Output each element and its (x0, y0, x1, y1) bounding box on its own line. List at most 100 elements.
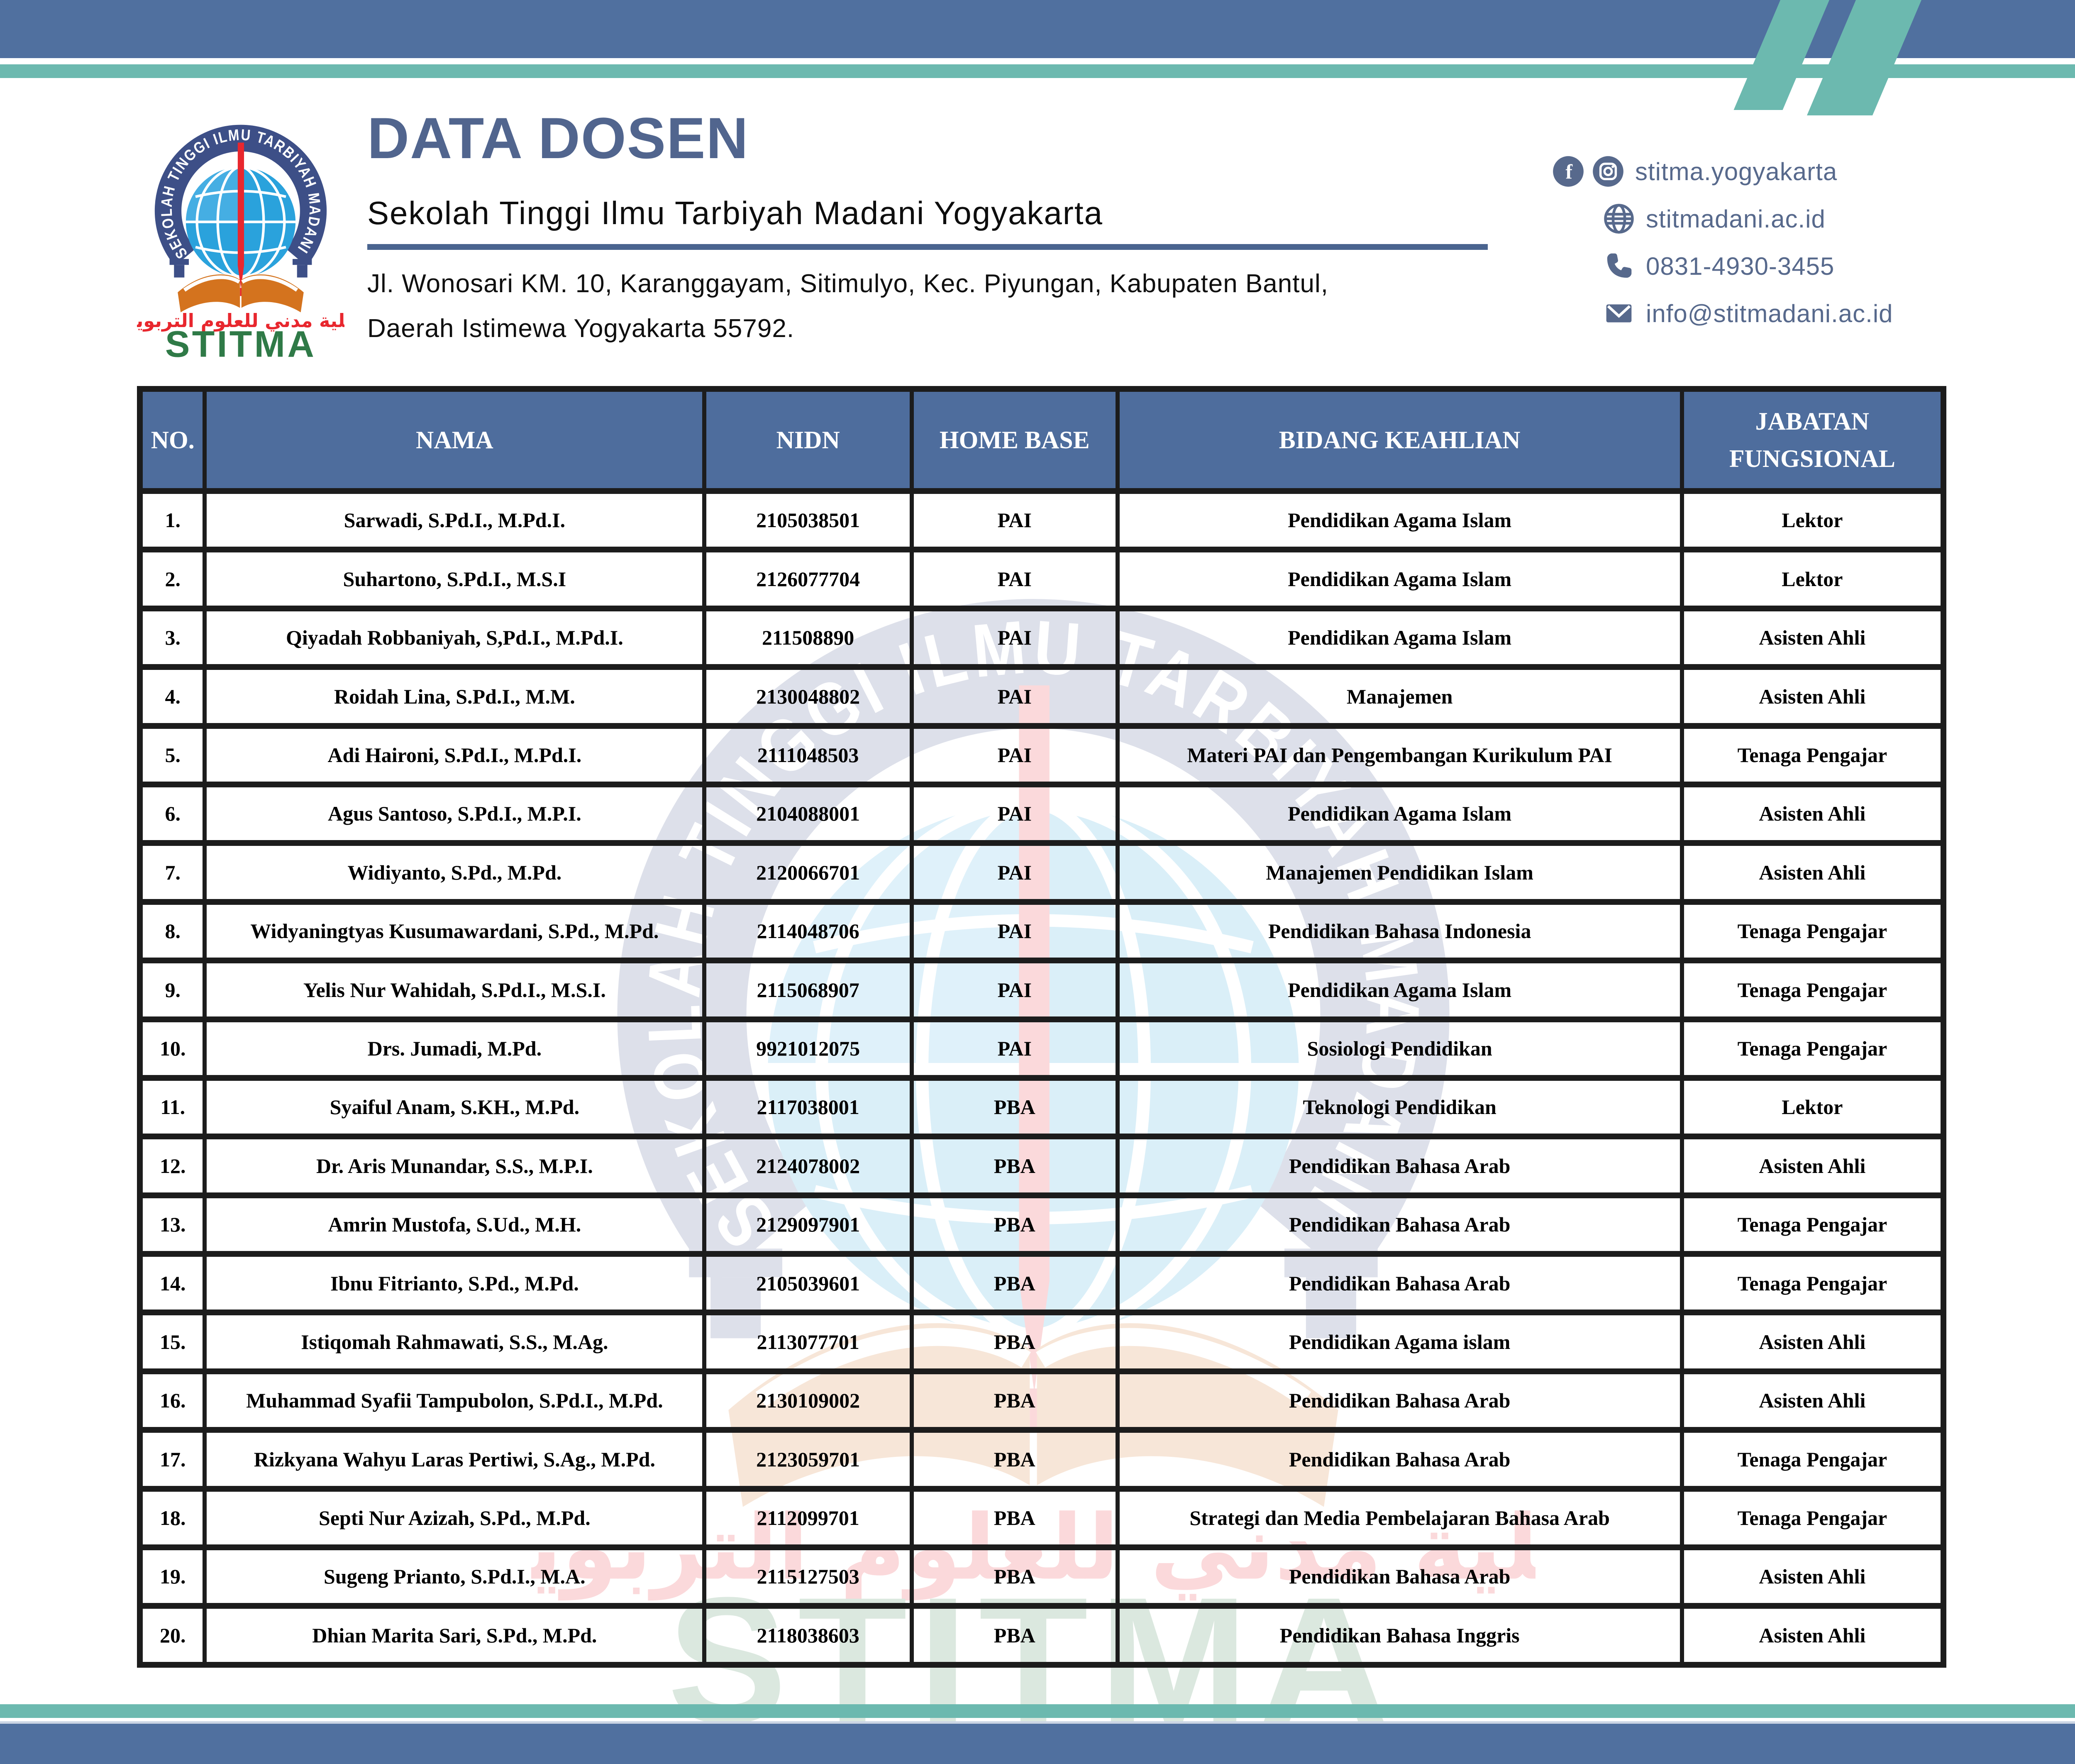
cell-jabatan-fungsional: Asisten Ahli (1680, 781, 1946, 846)
cell-nidn: 2115127503 (702, 1544, 914, 1609)
cell-jabatan-fungsional: Lektor (1680, 547, 1946, 611)
table-row: 2. Suhartono, S.Pd.I., M.S.I 2126077704 … (137, 547, 1946, 611)
table-header: NO. NAMA NIDN HOME BASE BIDANG KEAHLIAN … (137, 386, 1946, 494)
cell-nidn: 2120066701 (702, 840, 914, 905)
cell-nama: Sarwadi, S.Pd.I., M.Pd.I. (203, 488, 707, 553)
table-row: 12. Dr. Aris Munandar, S.S., M.P.I. 2124… (137, 1134, 1946, 1198)
cell-jabatan-fungsional: Asisten Ahli (1680, 1134, 1946, 1198)
table-row: 20. Dhian Marita Sari, S.Pd., M.Pd. 2118… (137, 1603, 1946, 1668)
cell-no: 1. (137, 488, 207, 553)
cell-nidn: 2129097901 (702, 1192, 914, 1257)
instagram-icon (1593, 156, 1623, 187)
cell-nidn: 2104088001 (702, 781, 914, 846)
table-row: 8. Widyaningtyas Kusumawardani, S.Pd., M… (137, 899, 1946, 964)
table-row: 6. Agus Santoso, S.Pd.I., M.P.I. 2104088… (137, 781, 1946, 846)
cell-home-base: PAI (910, 1016, 1120, 1081)
cell-nidn: 2114048706 (702, 899, 914, 964)
col-header-no: NO. (137, 386, 207, 494)
table-row: 1. Sarwadi, S.Pd.I., M.Pd.I. 2105038501 … (137, 488, 1946, 553)
cell-nidn: 2113077701 (702, 1310, 914, 1374)
table-row: 15. Istiqomah Rahmawati, S.S., M.Ag. 211… (137, 1310, 1946, 1374)
cell-home-base: PAI (910, 605, 1120, 670)
cell-nama: Istiqomah Rahmawati, S.S., M.Ag. (203, 1310, 707, 1374)
cell-jabatan-fungsional: Lektor (1680, 1075, 1946, 1140)
cell-jabatan-fungsional: Asisten Ahli (1680, 1368, 1946, 1433)
cell-nidn: 2130109002 (702, 1368, 914, 1433)
cell-no: 7. (137, 840, 207, 905)
cell-nidn: 2124078002 (702, 1134, 914, 1198)
cell-jabatan-fungsional: Asisten Ahli (1680, 1603, 1946, 1668)
mail-icon (1606, 304, 1632, 323)
cell-bidang-keahlian: Pendidikan Agama Islam (1115, 605, 1684, 670)
cell-nidn: 9921012075 (702, 1016, 914, 1081)
cell-nama: Muhammad Syafii Tampubolon, S.Pd.I., M.P… (203, 1368, 707, 1433)
cell-bidang-keahlian: Pendidikan Bahasa Arab (1115, 1192, 1684, 1257)
table-row: 16. Muhammad Syafii Tampubolon, S.Pd.I.,… (137, 1368, 1946, 1433)
phone-icon (1607, 253, 1632, 278)
cell-no: 14. (137, 1251, 207, 1316)
cell-nama: Drs. Jumadi, M.Pd. (203, 1016, 707, 1081)
cell-nama: Ibnu Fitrianto, S.Pd., M.Pd. (203, 1251, 707, 1316)
lecturer-table: NO. NAMA NIDN HOME BASE BIDANG KEAHLIAN … (137, 386, 1946, 1668)
cell-jabatan-fungsional: Asisten Ahli (1680, 1310, 1946, 1374)
table-row: 3. Qiyadah Robbaniyah, S,Pd.I., M.Pd.I. … (137, 605, 1946, 670)
cell-home-base: PBA (910, 1485, 1120, 1551)
table-row: 10. Drs. Jumadi, M.Pd. 9921012075 PAI So… (137, 1016, 1946, 1081)
cell-home-base: PAI (910, 547, 1120, 611)
cell-home-base: PAI (910, 899, 1120, 964)
cell-home-base: PBA (910, 1603, 1120, 1668)
cell-nidn: 2117038001 (702, 1075, 914, 1140)
cell-jabatan-fungsional: Tenaga Pengajar (1680, 899, 1946, 964)
table-row: 18. Septi Nur Azizah, S.Pd., M.Pd. 21120… (137, 1485, 1946, 1551)
cell-no: 16. (137, 1368, 207, 1433)
cell-nama: Suhartono, S.Pd.I., M.S.I (203, 547, 707, 611)
table-row: 19. Sugeng Prianto, S.Pd.I., M.A. 211512… (137, 1544, 1946, 1609)
bottom-blue-bar (0, 1724, 2075, 1764)
col-header-nidn: NIDN (702, 386, 914, 494)
col-header-nama: NAMA (203, 386, 707, 494)
address-line-1: Jl. Wonosari KM. 10, Karanggayam, Sitimu… (367, 269, 1328, 298)
cell-nama: Qiyadah Robbaniyah, S,Pd.I., M.Pd.I. (203, 605, 707, 670)
cell-nama: Amrin Mustofa, S.Ud., M.H. (203, 1192, 707, 1257)
cell-nama: Syaiful Anam, S.KH., M.Pd. (203, 1075, 707, 1140)
cell-no: 15. (137, 1310, 207, 1374)
cell-bidang-keahlian: Strategi dan Media Pembelajaran Bahasa A… (1115, 1485, 1684, 1551)
cell-nidn: 2105038501 (702, 488, 914, 553)
table-row: 11. Syaiful Anam, S.KH., M.Pd. 211703800… (137, 1075, 1946, 1140)
cell-home-base: PAI (910, 958, 1120, 1022)
cell-nama: Roidah Lina, S.Pd.I., M.M. (203, 664, 707, 729)
cell-nidn: 2112099701 (702, 1485, 914, 1551)
cell-bidang-keahlian: Pendidikan Bahasa Inggris (1115, 1603, 1684, 1668)
facebook-icon: f (1553, 156, 1584, 187)
cell-nama: Dhian Marita Sari, S.Pd., M.Pd. (203, 1603, 707, 1668)
cell-home-base: PBA (910, 1251, 1120, 1316)
cell-no: 2. (137, 547, 207, 611)
cell-nama: Yelis Nur Wahidah, S.Pd.I., M.S.I. (203, 958, 707, 1022)
cell-home-base: PBA (910, 1427, 1120, 1492)
cell-bidang-keahlian: Pendidikan Bahasa Arab (1115, 1134, 1684, 1198)
cell-nidn: 2115068907 (702, 958, 914, 1022)
cell-home-base: PAI (910, 781, 1120, 846)
top-teal-bar (0, 64, 2075, 78)
cell-jabatan-fungsional: Tenaga Pengajar (1680, 1427, 1946, 1492)
cell-no: 5. (137, 723, 207, 787)
cell-jabatan-fungsional: Asisten Ahli (1680, 605, 1946, 670)
bottom-hairline (0, 1721, 2075, 1724)
cell-jabatan-fungsional: Asisten Ahli (1680, 1544, 1946, 1609)
page-subtitle: Sekolah Tinggi Ilmu Tarbiyah Madani Yogy… (367, 195, 1103, 231)
cell-home-base: PBA (910, 1368, 1120, 1433)
table-row: 14. Ibnu Fitrianto, S.Pd., M.Pd. 2105039… (137, 1251, 1946, 1316)
cell-nidn: 2111048503 (702, 723, 914, 787)
cell-no: 6. (137, 781, 207, 846)
table-row: 9. Yelis Nur Wahidah, S.Pd.I., M.S.I. 21… (137, 958, 1946, 1022)
cell-bidang-keahlian: Pendidikan Agama Islam (1115, 547, 1684, 611)
title-divider (367, 244, 1488, 250)
cell-nidn: 211508890 (702, 605, 914, 670)
cell-bidang-keahlian: Pendidikan Bahasa Arab (1115, 1251, 1684, 1316)
cell-jabatan-fungsional: Tenaga Pengajar (1680, 1016, 1946, 1081)
cell-nama: Widiyanto, S.Pd., M.Pd. (203, 840, 707, 905)
cell-nama: Sugeng Prianto, S.Pd.I., M.A. (203, 1544, 707, 1609)
cell-bidang-keahlian: Pendidikan Bahasa Arab (1115, 1427, 1684, 1492)
cell-nama: Rizkyana Wahyu Laras Pertiwi, S.Ag., M.P… (203, 1427, 707, 1492)
